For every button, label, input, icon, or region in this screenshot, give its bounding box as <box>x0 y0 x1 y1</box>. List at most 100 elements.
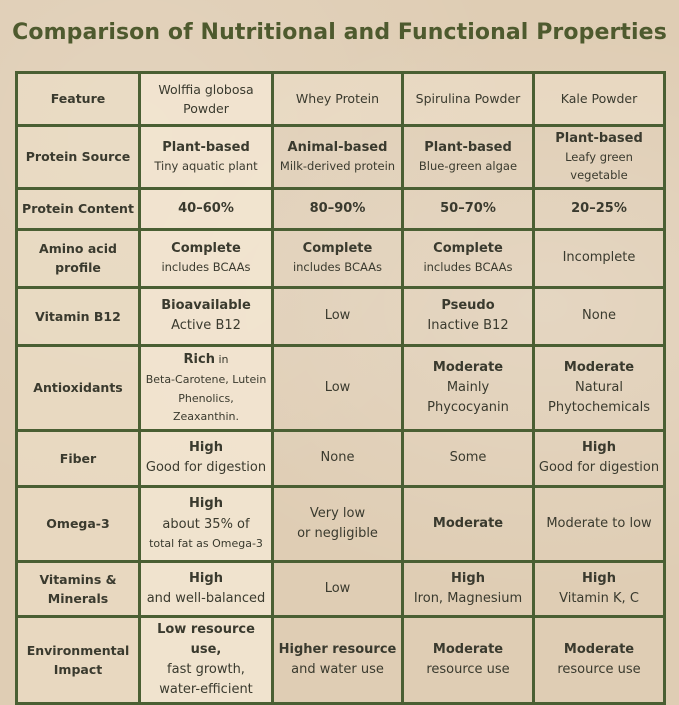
cell-spirulina: 50–70% <box>401 186 535 231</box>
cell-spirulina: Complete includes BCAAs <box>401 227 535 289</box>
cell-line2: about 35% of <box>162 516 250 532</box>
cell-main: High <box>189 440 223 456</box>
table-row: Omega-3 High about 35% of total fat as O… <box>15 484 666 563</box>
cell-plain: and water use <box>291 662 384 678</box>
table-row: Amino acid profile Complete includes BCA… <box>15 227 666 289</box>
feature-label: Fiber <box>15 428 141 488</box>
feature-label: Antioxidants <box>15 343 141 432</box>
cell-whey: Animal-based Milk-derived protein <box>271 124 404 190</box>
cell-spirulina: High Iron, Magnesium <box>401 559 535 618</box>
cell-main: Low resource use, <box>157 621 255 658</box>
cell-spirulina: Moderate <box>401 484 535 563</box>
cell-whey: Complete includes BCAAs <box>271 227 404 289</box>
cell-whey: Low <box>271 285 404 347</box>
cell-plain: None <box>320 450 355 466</box>
cell-sub: includes BCAAs <box>161 260 251 275</box>
cell-main: Complete <box>302 241 373 257</box>
cell-sub: includes BCAAs <box>292 260 383 275</box>
feature-label: Protein Content <box>15 186 141 231</box>
cell-line2: Very low <box>309 505 366 521</box>
cell-plain: resource use <box>557 662 641 678</box>
cell-plain: Incomplete <box>562 250 636 266</box>
cell-main: High <box>582 440 616 456</box>
header-whey: Whey Protein <box>271 71 404 127</box>
cell-plain: Low <box>324 379 351 395</box>
cell-main: Moderate <box>432 515 504 531</box>
cell-wolffia: Complete includes BCAAs <box>138 227 274 289</box>
cell-kale: Plant-based Leafy green vegetable <box>532 124 666 190</box>
cell-main: Animal-based <box>287 139 388 155</box>
cell-sub: Tiny aquatic plant <box>154 159 258 174</box>
cell-main: High <box>189 496 223 512</box>
cell-main: Plant-based <box>162 139 250 155</box>
cell-main: Moderate <box>563 359 635 375</box>
header-feature: Feature <box>15 71 141 127</box>
cell-sub: Vitamin K, C <box>559 590 639 606</box>
cell-spirulina: Moderate resource use <box>401 614 535 705</box>
cell-main: Complete <box>433 241 503 257</box>
cell-main: High <box>582 570 616 586</box>
cell-kale: High Vitamin K, C <box>532 559 666 618</box>
cell-plain: Moderate to low <box>546 515 652 531</box>
cell-plain: Good for digestion <box>538 460 660 476</box>
cell-spirulina: Some <box>401 428 535 488</box>
feature-label: Protein Source <box>15 124 141 190</box>
cell-line3: or negligible <box>297 525 378 541</box>
page-title: Comparison of Nutritional and Functional… <box>12 20 667 45</box>
cell-main: Moderate <box>563 642 635 658</box>
cell-plain: Low <box>324 308 351 324</box>
cell-wolffia: Plant-based Tiny aquatic plant <box>138 124 274 190</box>
cell-main: Plant-based <box>424 139 512 155</box>
header-wolffia: Wolffia globosa Powder <box>138 71 274 127</box>
cell-plain: and well-balanced <box>146 590 266 606</box>
feature-label: Environmental Impact <box>15 614 141 705</box>
cell-whey: Low <box>271 343 404 432</box>
cell-line2: Natural <box>575 379 623 395</box>
cell-line3: Phycocyanin <box>427 399 509 415</box>
cell-plain: Good for digestion <box>145 460 267 476</box>
cell-main: Pseudo <box>441 298 495 314</box>
cell-main: Bioavailable <box>161 298 251 314</box>
header-row: Feature Wolffia globosa Powder Whey Prot… <box>15 71 666 127</box>
cell-wolffia: High Good for digestion <box>138 428 274 488</box>
cell-wolffia: High about 35% of total fat as Omega-3 <box>138 484 274 563</box>
cell-main-line: Rich in <box>144 349 268 371</box>
table-row: Fiber High Good for digestion None Some … <box>15 428 666 488</box>
cell-kale: Incomplete <box>532 227 666 289</box>
feature-label: Vitamin B12 <box>15 285 141 347</box>
table-row: Protein Source Plant-based Tiny aquatic … <box>15 124 666 190</box>
cell-main: 40–60% <box>178 200 234 216</box>
table-row: Vitamin B12 Bioavailable Active B12 Low … <box>15 285 666 347</box>
cell-kale: Moderate resource use <box>532 614 666 705</box>
cell-line3: Phenolics, Zeaxanthin. <box>172 391 240 424</box>
cell-plain: Low <box>324 580 351 596</box>
cell-main: 20–25% <box>571 200 627 216</box>
cell-sub: Milk-derived protein <box>279 159 396 174</box>
cell-sub: Iron, Magnesium <box>413 590 523 606</box>
table-row: Protein Content 40–60% 80–90% 50–70% 20–… <box>15 186 666 231</box>
cell-whey: None <box>271 428 404 488</box>
cell-spirulina: Moderate Mainly Phycocyanin <box>401 343 535 432</box>
cell-main: 50–70% <box>440 200 496 216</box>
cell-main: Complete <box>171 241 241 257</box>
cell-main: Higher resource <box>278 642 397 658</box>
cell-main: High <box>451 570 485 586</box>
cell-wolffia: Bioavailable Active B12 <box>138 285 274 347</box>
table-row: Environmental Impact Low resource use, f… <box>15 614 666 705</box>
cell-whey: 80–90% <box>271 186 404 231</box>
table-row: Vitamins & Minerals High and well-balanc… <box>15 559 666 618</box>
cell-main: High <box>189 570 223 586</box>
cell-plain: Inactive B12 <box>427 318 509 334</box>
cell-main: Moderate <box>432 642 504 658</box>
cell-main-suffix: in <box>218 352 229 366</box>
cell-main: Moderate <box>432 359 504 375</box>
cell-wolffia: Low resource use, fast growth, water-eff… <box>138 614 274 705</box>
header-kale: Kale Powder <box>532 71 666 127</box>
cell-plain: None <box>582 308 616 324</box>
cell-spirulina: Plant-based Blue-green algae <box>401 124 535 190</box>
feature-label: Amino acid profile <box>15 227 141 289</box>
cell-kale: 20–25% <box>532 186 666 231</box>
cell-sub: Leafy green vegetable <box>565 150 633 182</box>
cell-kale: High Good for digestion <box>532 428 666 488</box>
cell-plain: resource use <box>426 662 510 678</box>
